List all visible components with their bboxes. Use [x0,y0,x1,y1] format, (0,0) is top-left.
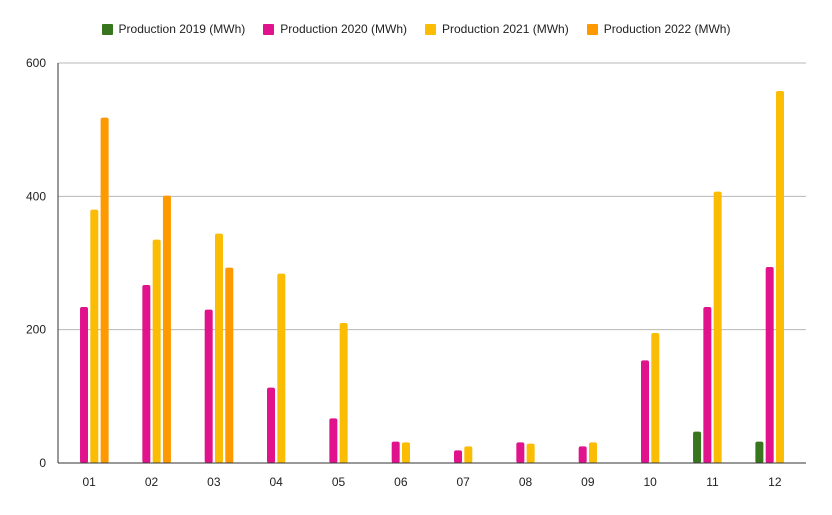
bar-2021-06 [401,442,410,463]
legend-swatch-2019 [101,23,113,35]
bar-2020-09 [578,446,587,463]
y-tick-label-0: 0 [39,456,46,470]
x-tick-label-12: 12 [768,475,782,489]
legend-swatch-2022 [586,23,598,35]
bar-2019-12 [755,441,764,463]
legend-item-2019[interactable]: Production 2019 (MWh) [101,22,246,36]
bar-2020-06 [391,441,400,463]
bar-2021-09 [588,442,597,463]
bar-2021-10 [651,333,660,463]
bar-2021-04 [277,273,286,463]
bar-2020-07 [454,450,463,463]
legend: Production 2019 (MWh) Production 2020 (M… [0,22,832,36]
x-tick-label-04: 04 [269,475,283,489]
legend-swatch-2020 [263,23,275,35]
y-tick-label-600: 600 [26,56,46,70]
bar-2020-01 [80,307,89,463]
legend-swatch-2021 [425,23,436,35]
y-tick-label-400: 400 [26,189,46,203]
legend-label-2021: Production 2021 (MWh) [442,22,569,36]
bar-2020-04 [267,387,276,463]
bar-2020-02 [142,285,151,463]
x-tick-label-11: 11 [706,475,719,489]
y-tick-label-200: 200 [26,323,46,337]
bar-2021-07 [464,446,473,463]
bar-2020-11 [703,307,712,463]
x-tick-label-05: 05 [332,475,346,489]
x-tick-label-07: 07 [456,475,470,489]
bar-2021-03 [214,233,223,463]
legend-item-2021[interactable]: Production 2021 (MWh) [425,22,569,36]
bar-2021-01 [90,209,99,463]
bar-2020-05 [329,418,338,463]
x-tick-label-02: 02 [145,475,159,489]
legend-item-2022[interactable]: Production 2022 (MWh) [586,22,731,36]
x-tick-label-08: 08 [519,475,533,489]
x-tick-label-03: 03 [207,475,221,489]
bar-2019-11 [693,431,702,463]
bar-2020-12 [765,267,774,463]
bar-2021-11 [713,191,722,463]
bar-2021-12 [775,91,784,463]
x-tick-label-09: 09 [581,475,595,489]
bar-2020-03 [204,309,213,463]
x-tick-label-10: 10 [643,475,657,489]
bar-2020-08 [516,442,525,463]
bar-2022-03 [225,267,234,463]
legend-label-2020: Production 2020 (MWh) [280,22,407,36]
x-tick-label-01: 01 [82,475,96,489]
legend-item-2020[interactable]: Production 2020 (MWh) [263,22,407,36]
x-tick-label-06: 06 [394,475,408,489]
bar-2021-05 [339,323,348,463]
legend-label-2022: Production 2022 (MWh) [603,22,731,36]
bar-2022-01 [100,117,109,464]
bar-2020-10 [641,360,650,463]
bar-2021-02 [152,239,161,463]
legend-label-2019: Production 2019 (MWh) [118,22,246,36]
bar-2022-02 [162,195,171,463]
bar-2021-08 [526,443,535,463]
